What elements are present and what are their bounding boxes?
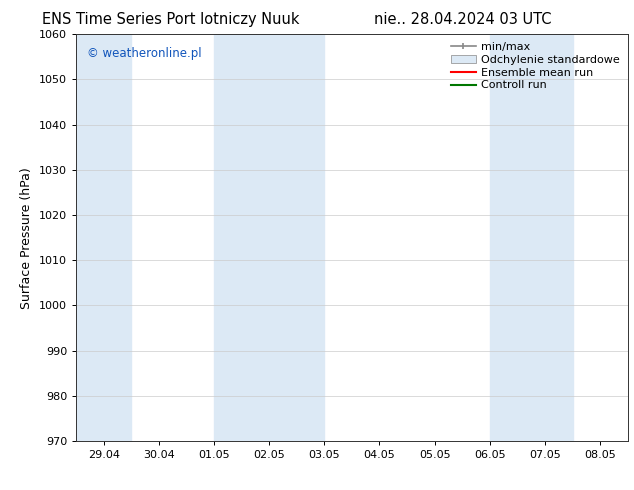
Bar [214,34,324,441]
Text: © weatheronline.pl: © weatheronline.pl [87,47,202,59]
Text: nie.. 28.04.2024 03 UTC: nie.. 28.04.2024 03 UTC [374,12,552,27]
Text: ENS Time Series Port lotniczy Nuuk: ENS Time Series Port lotniczy Nuuk [42,12,300,27]
Y-axis label: Surface Pressure (hPa): Surface Pressure (hPa) [20,167,34,309]
Bar [489,34,573,441]
Legend: min/max, Odchylenie standardowe, Ensemble mean run, Controll run: min/max, Odchylenie standardowe, Ensembl… [447,38,624,95]
Bar [48,34,131,441]
